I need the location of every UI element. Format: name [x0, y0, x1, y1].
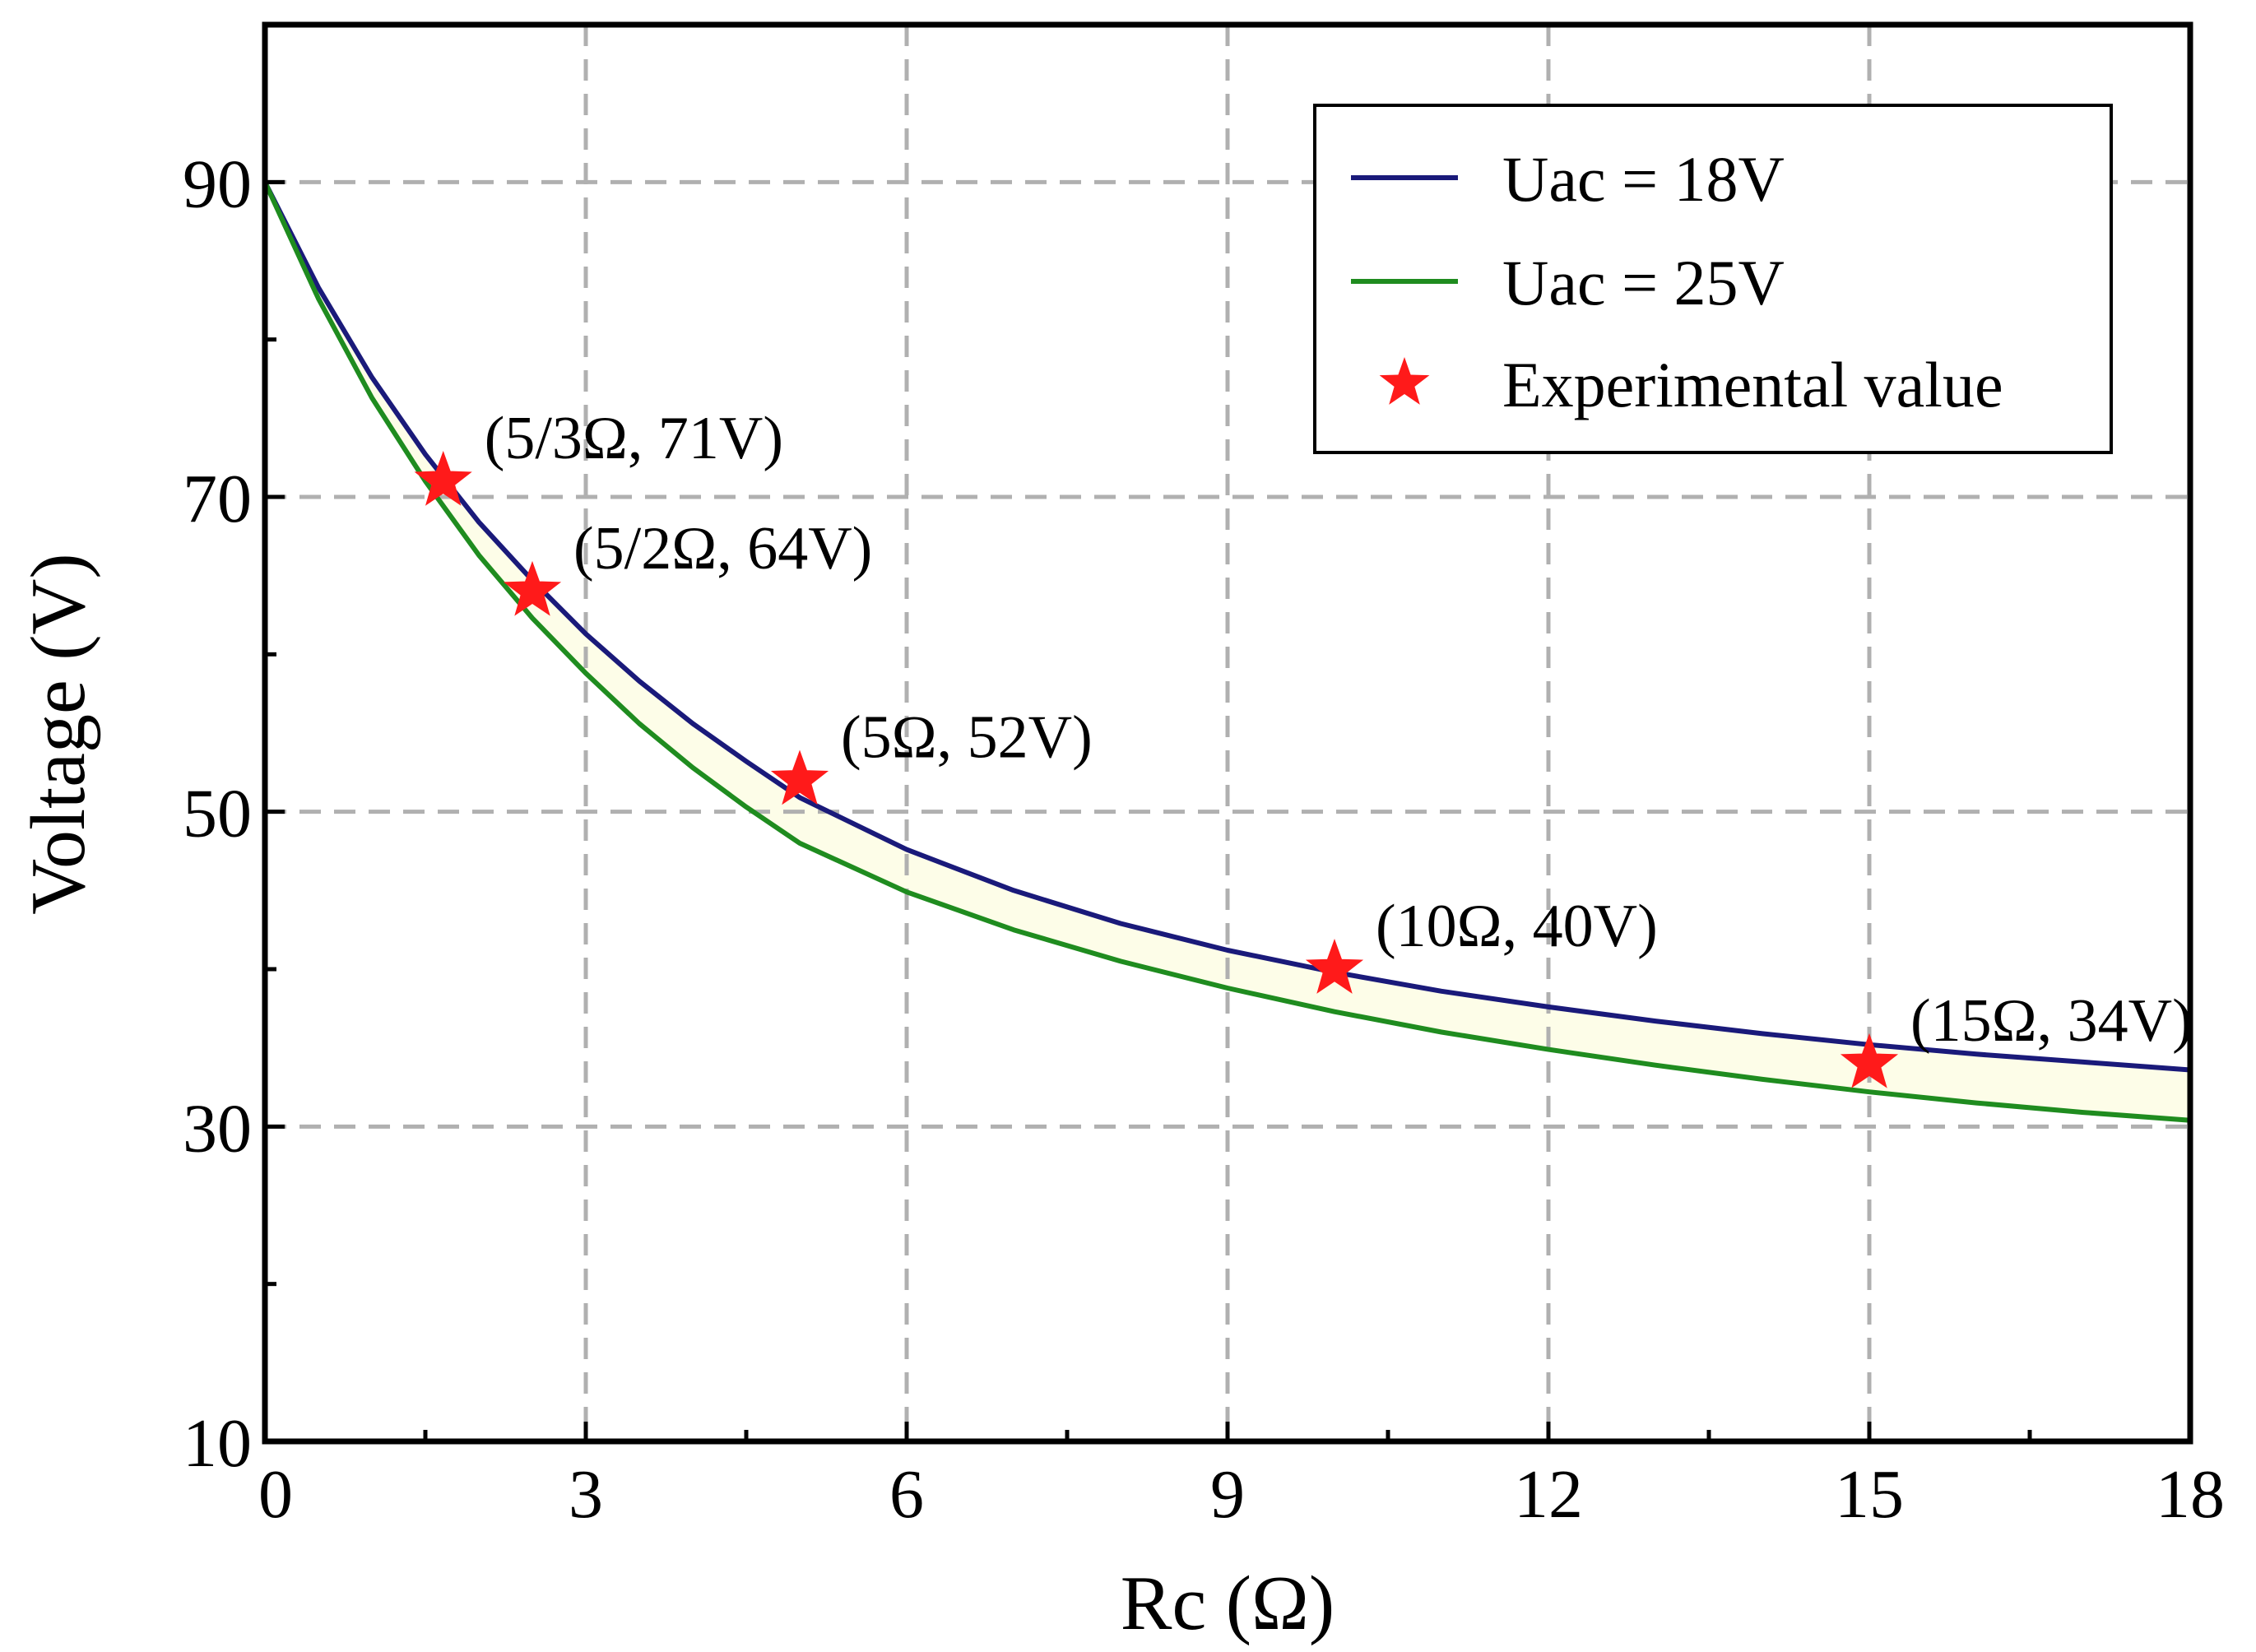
legend-star-marker — [1379, 357, 1430, 405]
experimental-point-marker — [414, 450, 472, 506]
y-tick-label: 90 — [183, 146, 252, 222]
experimental-point-marker — [1840, 1032, 1899, 1088]
x-tick-label: 0 — [258, 1456, 293, 1533]
legend-label-experimental: Experimental value — [1502, 349, 2003, 420]
y-axis-title: Voltage (V) — [16, 553, 101, 914]
series-layer — [262, 180, 2191, 1123]
experimental-markers — [414, 450, 1899, 1088]
legend-label-uac25: Uac = 25V — [1502, 247, 1785, 318]
point-annotation: (5/2Ω, 64V) — [573, 515, 872, 582]
y-tick-label: 30 — [183, 1090, 252, 1167]
y-tick-label: 50 — [183, 776, 252, 852]
x-tick-label: 6 — [889, 1456, 924, 1533]
point-annotation: (15Ω, 34V) — [1910, 987, 2193, 1055]
y-tick-label: 70 — [183, 461, 252, 537]
x-axis-title: Rc (Ω) — [1121, 1561, 1335, 1646]
x-tick-label: 3 — [569, 1456, 603, 1533]
x-tick-label: 9 — [1210, 1456, 1245, 1533]
x-tick-label: 18 — [2156, 1456, 2225, 1533]
x-tick-label: 12 — [1514, 1456, 1583, 1533]
experimental-point-marker — [1305, 939, 1364, 994]
x-tick-labels: 0 3 6 9 12 15 18 — [258, 1456, 2225, 1533]
series-line-uac18 — [262, 180, 2191, 1073]
legend-star-icon — [1379, 357, 1430, 405]
y-tick-label: 10 — [183, 1405, 252, 1482]
point-annotations: (5/3Ω, 71V) (5/2Ω, 64V) (5Ω, 52V) (10Ω, 40V… — [485, 405, 2193, 1055]
grid-layer — [265, 25, 2190, 1441]
point-annotation: (5/3Ω, 71V) — [485, 405, 783, 472]
y-tick-labels: 10 30 50 70 90 — [183, 146, 252, 1482]
point-annotation: (5Ω, 52V) — [841, 703, 1093, 771]
legend: Uac = 18V Uac = 25V Experimental value — [1313, 104, 2113, 454]
point-annotation: (10Ω, 40V) — [1376, 893, 1658, 960]
legend-label-uac18: Uac = 18V — [1502, 143, 1785, 215]
axis-ticks — [262, 179, 2193, 1444]
experimental-point-marker — [770, 749, 829, 805]
series-line-uac25 — [262, 181, 2191, 1123]
experimental-point-marker — [503, 560, 562, 616]
x-tick-label: 15 — [1835, 1456, 1904, 1533]
